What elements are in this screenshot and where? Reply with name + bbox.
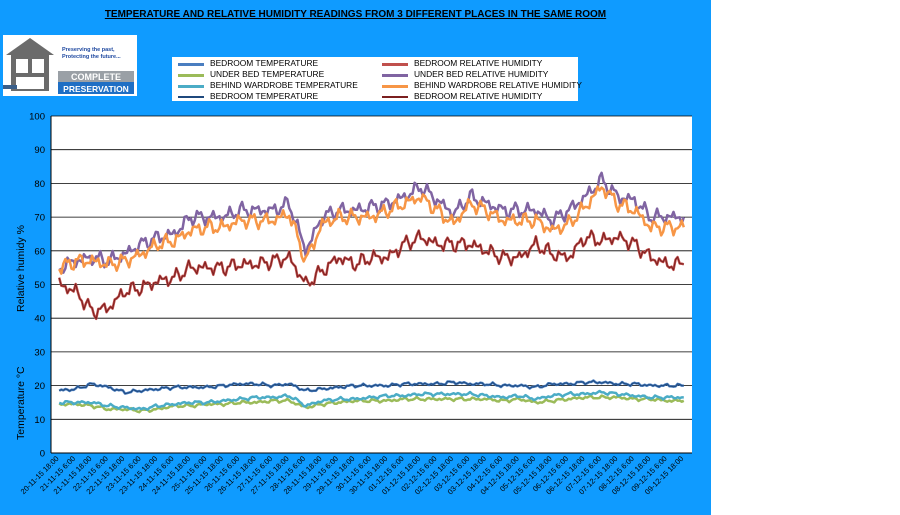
y-tick-label: 70 xyxy=(34,213,45,224)
series-line xyxy=(58,380,684,395)
legend-swatch xyxy=(178,63,204,66)
y-tick-label: 80 xyxy=(34,179,45,190)
y-tick-label: 0 xyxy=(40,449,45,460)
y-tick-label: 100 xyxy=(29,112,45,123)
legend-swatch xyxy=(178,85,204,88)
legend-label: UNDER BED RELATIVE HUMIDITY xyxy=(414,69,549,79)
chart-title: TEMPERATURE AND RELATIVE HUMIDITY READIN… xyxy=(104,9,607,20)
y-tick-label: 60 xyxy=(34,246,45,257)
series-line xyxy=(58,185,685,275)
legend-swatch xyxy=(178,74,204,77)
house-logo-icon: Preserving the past, Protecting the futu… xyxy=(3,38,134,94)
legend-label: BEDROOM RELATIVE HUMIDITY xyxy=(414,58,543,68)
legend-swatch xyxy=(178,96,204,98)
logo-tagline-1: Preserving the past, xyxy=(62,47,115,53)
y-tick-label: 90 xyxy=(34,145,45,156)
logo-name-1: COMPLETE xyxy=(71,72,121,82)
legend-label: UNDER BED TEMPERATURE xyxy=(210,69,325,79)
chart-legend: BEDROOM TEMPERATURE BEDROOM RELATIVE HUMI… xyxy=(172,57,582,101)
company-logo: Preserving the past, Protecting the futu… xyxy=(3,35,137,96)
legend-label: BEDROOM TEMPERATURE xyxy=(210,91,319,101)
legend-swatch xyxy=(382,85,408,88)
series-line xyxy=(58,389,684,411)
legend-swatch xyxy=(382,96,408,98)
y-tick-label: 30 xyxy=(34,347,45,358)
logo-tagline-2: Protecting the future... xyxy=(62,54,121,60)
legend-label: BEDROOM RELATIVE HUMIDITY xyxy=(414,91,543,101)
y-tick-label: 40 xyxy=(34,314,45,325)
y-tick-label: 10 xyxy=(34,415,45,426)
y-axis-label-temp: Temperature °C xyxy=(15,366,27,440)
y-tick-label: 20 xyxy=(34,381,45,392)
y-axis-label-rh: Relative humidy % xyxy=(15,225,27,312)
legend-swatch xyxy=(382,63,408,66)
legend-label: BEHIND WARDROBE RELATIVE HUMIDITY xyxy=(414,80,582,90)
series-line xyxy=(58,394,685,414)
series-line xyxy=(58,230,684,320)
y-tick-label: 50 xyxy=(34,280,45,291)
logo-name-2: PRESERVATION xyxy=(63,84,129,94)
legend-label: BEDROOM TEMPERATURE xyxy=(210,58,319,68)
legend-swatch xyxy=(382,74,408,77)
legend-label: BEHIND WARDROBE TEMPERATURE xyxy=(210,80,358,90)
